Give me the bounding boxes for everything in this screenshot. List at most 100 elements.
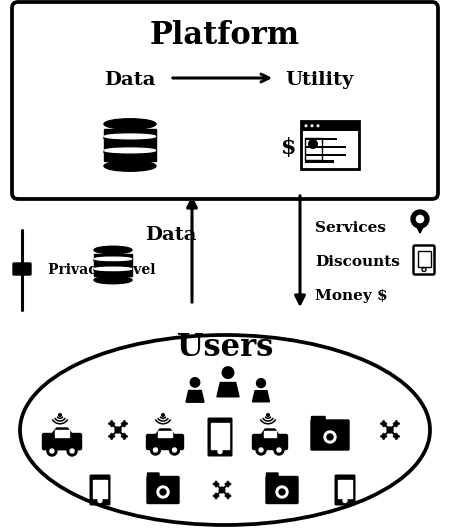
FancyBboxPatch shape: [42, 434, 81, 449]
FancyBboxPatch shape: [266, 473, 278, 478]
Ellipse shape: [395, 421, 397, 427]
Polygon shape: [155, 429, 175, 436]
Text: Platform: Platform: [150, 20, 300, 50]
FancyBboxPatch shape: [90, 474, 111, 506]
Circle shape: [416, 215, 423, 223]
Circle shape: [67, 446, 77, 456]
Ellipse shape: [94, 276, 132, 284]
Ellipse shape: [122, 422, 127, 425]
Text: Data: Data: [104, 71, 156, 89]
Circle shape: [327, 434, 333, 440]
Ellipse shape: [225, 495, 231, 497]
Circle shape: [259, 448, 263, 452]
Ellipse shape: [393, 435, 399, 437]
Ellipse shape: [104, 119, 156, 129]
Bar: [55, 430, 69, 437]
Circle shape: [150, 445, 161, 455]
Ellipse shape: [213, 483, 219, 485]
Ellipse shape: [123, 434, 126, 439]
Ellipse shape: [20, 335, 430, 525]
Ellipse shape: [94, 266, 132, 274]
Text: Privacy  Level: Privacy Level: [48, 263, 156, 277]
FancyBboxPatch shape: [414, 245, 435, 275]
FancyBboxPatch shape: [311, 417, 325, 421]
FancyBboxPatch shape: [12, 2, 438, 199]
Bar: [305, 146, 346, 148]
Bar: [104, 129, 156, 161]
Ellipse shape: [395, 434, 397, 439]
Bar: [301, 121, 359, 130]
Circle shape: [218, 449, 222, 454]
Ellipse shape: [104, 161, 156, 171]
Ellipse shape: [213, 495, 219, 497]
Polygon shape: [51, 428, 73, 435]
Circle shape: [47, 446, 57, 456]
Circle shape: [310, 125, 314, 127]
Bar: [305, 138, 322, 160]
Circle shape: [58, 413, 61, 417]
Text: $: $: [281, 137, 297, 159]
Circle shape: [411, 210, 429, 228]
Circle shape: [170, 445, 180, 455]
Text: Utility: Utility: [286, 71, 354, 89]
Circle shape: [316, 125, 319, 127]
FancyBboxPatch shape: [311, 420, 349, 450]
Ellipse shape: [94, 257, 131, 261]
Circle shape: [274, 445, 284, 455]
Bar: [305, 138, 337, 140]
Bar: [94, 254, 132, 276]
Bar: [211, 423, 229, 449]
Circle shape: [157, 486, 169, 498]
Circle shape: [160, 489, 166, 495]
Circle shape: [343, 499, 347, 502]
Bar: [305, 154, 346, 156]
FancyBboxPatch shape: [13, 263, 31, 275]
FancyBboxPatch shape: [266, 476, 298, 504]
Ellipse shape: [122, 435, 127, 437]
Circle shape: [276, 486, 288, 498]
Circle shape: [162, 413, 164, 417]
Ellipse shape: [225, 483, 231, 485]
Bar: [158, 431, 172, 437]
Circle shape: [277, 448, 281, 452]
Text: Data: Data: [145, 226, 197, 244]
Circle shape: [172, 448, 176, 452]
Circle shape: [256, 378, 266, 387]
Circle shape: [70, 449, 74, 453]
Text: Discounts: Discounts: [315, 255, 400, 269]
Ellipse shape: [382, 421, 385, 427]
Text: Money $: Money $: [315, 289, 387, 303]
Ellipse shape: [227, 493, 229, 499]
FancyBboxPatch shape: [334, 474, 356, 506]
Bar: [93, 480, 107, 498]
Ellipse shape: [215, 493, 217, 499]
Ellipse shape: [104, 134, 156, 139]
Ellipse shape: [108, 435, 115, 437]
FancyBboxPatch shape: [147, 476, 179, 504]
Circle shape: [50, 449, 54, 453]
FancyBboxPatch shape: [147, 435, 184, 449]
Bar: [305, 161, 334, 163]
Ellipse shape: [227, 481, 229, 487]
Ellipse shape: [108, 422, 115, 425]
Ellipse shape: [104, 132, 156, 143]
Ellipse shape: [104, 147, 156, 157]
Ellipse shape: [215, 481, 217, 487]
Polygon shape: [252, 391, 270, 402]
Ellipse shape: [381, 422, 387, 425]
Circle shape: [115, 427, 121, 433]
Circle shape: [190, 378, 200, 387]
Bar: [264, 431, 276, 437]
Text: Users: Users: [177, 332, 273, 364]
FancyBboxPatch shape: [148, 473, 159, 478]
Circle shape: [153, 448, 158, 452]
FancyBboxPatch shape: [301, 121, 359, 169]
Bar: [418, 251, 431, 267]
Circle shape: [222, 367, 234, 378]
Ellipse shape: [111, 434, 113, 439]
Ellipse shape: [94, 246, 132, 254]
Ellipse shape: [382, 434, 385, 439]
Circle shape: [266, 413, 270, 417]
Circle shape: [219, 487, 225, 493]
Ellipse shape: [381, 435, 387, 437]
